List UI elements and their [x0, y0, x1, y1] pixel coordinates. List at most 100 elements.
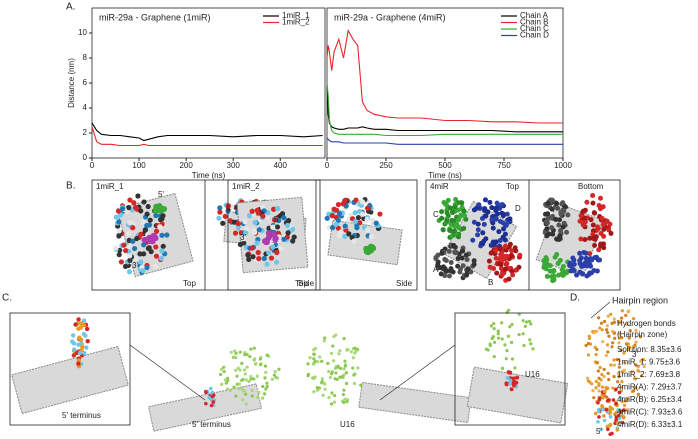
atom	[617, 374, 621, 379]
atom	[277, 367, 281, 371]
atom	[597, 409, 601, 414]
atom	[597, 195, 603, 201]
atom	[159, 216, 165, 222]
atom	[126, 205, 132, 211]
atom	[71, 353, 77, 358]
atom	[634, 363, 638, 367]
atom	[445, 197, 451, 203]
atom	[70, 333, 76, 338]
atom	[527, 319, 532, 323]
atom	[616, 380, 620, 384]
atom	[351, 238, 357, 244]
atom	[116, 219, 122, 225]
atom	[249, 374, 253, 379]
atom	[238, 350, 242, 354]
atom	[605, 343, 610, 347]
atom	[218, 372, 223, 377]
atom	[459, 204, 465, 210]
atom	[452, 204, 458, 210]
atom	[281, 236, 287, 242]
atom	[312, 376, 316, 381]
atom	[598, 243, 604, 249]
atom	[312, 352, 316, 356]
atom	[433, 256, 439, 262]
atom	[601, 233, 607, 239]
atom	[638, 335, 643, 339]
y-tick-label: 2	[83, 128, 88, 137]
atom	[274, 249, 280, 256]
atom	[564, 270, 570, 276]
atom	[597, 257, 603, 263]
atom	[595, 224, 601, 230]
atom	[599, 427, 603, 432]
atom	[246, 256, 252, 263]
atom	[329, 213, 335, 219]
view-label: Side	[396, 279, 413, 288]
atom	[507, 216, 513, 222]
atom	[493, 205, 499, 211]
atom	[254, 240, 260, 246]
atom	[475, 221, 481, 227]
atom	[286, 217, 292, 224]
atom	[601, 340, 605, 344]
atom	[349, 350, 353, 354]
atom	[611, 386, 615, 390]
atom	[509, 340, 514, 344]
atom	[480, 230, 486, 236]
atom	[204, 401, 208, 406]
atom	[607, 398, 611, 402]
atom	[488, 250, 494, 256]
atom	[588, 217, 594, 223]
atom	[312, 390, 316, 394]
atom	[487, 199, 493, 205]
atom	[475, 227, 481, 233]
atom	[311, 362, 316, 366]
atom	[497, 246, 503, 252]
atom	[222, 365, 226, 369]
atom	[545, 200, 551, 206]
atom	[256, 256, 262, 262]
atom	[582, 207, 588, 213]
atom	[335, 217, 341, 224]
atom	[615, 428, 620, 432]
atom	[581, 249, 587, 255]
atom	[508, 370, 513, 375]
atom	[586, 353, 591, 357]
atom	[485, 209, 491, 215]
atom	[545, 216, 551, 222]
site-label: 5' terminus	[62, 411, 101, 420]
atom	[284, 222, 291, 229]
atom	[507, 381, 512, 386]
atom	[605, 328, 609, 332]
atom	[260, 396, 265, 400]
atom	[501, 226, 507, 232]
atom	[489, 324, 494, 328]
atom	[578, 236, 584, 242]
atom	[233, 349, 237, 353]
atom	[320, 377, 325, 381]
atom	[608, 405, 613, 410]
atom	[220, 382, 224, 386]
atom	[270, 377, 274, 381]
atom	[450, 269, 456, 275]
atom	[322, 339, 326, 343]
atom	[262, 392, 267, 396]
atom	[463, 252, 469, 258]
atom	[290, 226, 296, 232]
atom	[476, 202, 482, 208]
atom	[591, 389, 595, 393]
y-tick-label: 6	[83, 78, 88, 87]
atom	[241, 389, 246, 393]
atom	[613, 412, 617, 416]
atom	[328, 375, 333, 380]
atom	[281, 215, 287, 221]
atom	[596, 369, 600, 373]
data-line	[326, 137, 563, 145]
atom	[611, 341, 615, 345]
atom	[639, 374, 644, 378]
atom	[153, 228, 160, 234]
atom	[459, 255, 465, 261]
atom	[261, 255, 267, 262]
view-name: 1miR_1	[96, 182, 124, 191]
atom	[231, 219, 237, 225]
